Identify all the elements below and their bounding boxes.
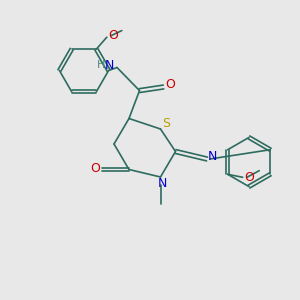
Text: N: N xyxy=(105,58,114,72)
Text: O: O xyxy=(244,171,254,184)
Text: O: O xyxy=(109,29,118,42)
Text: S: S xyxy=(162,117,170,130)
Text: H: H xyxy=(97,60,106,70)
Text: O: O xyxy=(165,78,175,91)
Text: O: O xyxy=(91,161,100,175)
Text: N: N xyxy=(157,177,167,190)
Text: N: N xyxy=(208,149,217,163)
